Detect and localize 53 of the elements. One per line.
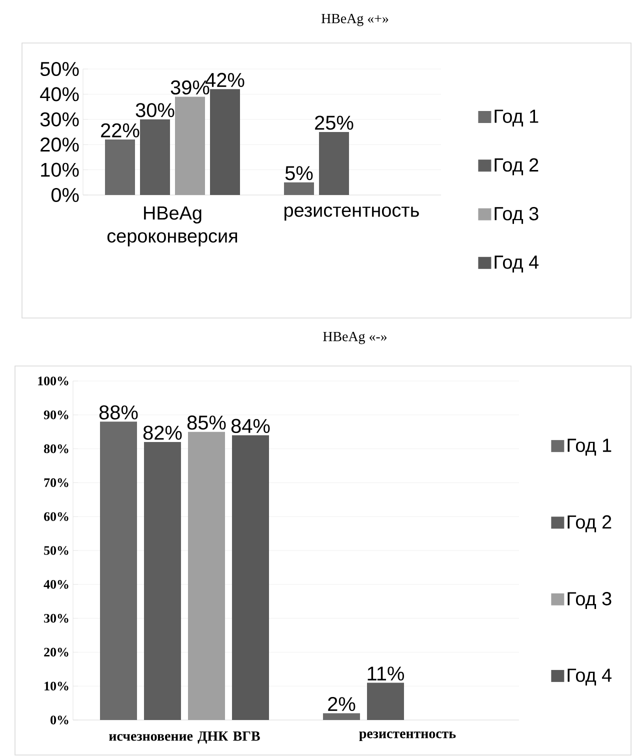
y-tick-label: 20% bbox=[44, 648, 68, 657]
data-label: 84% bbox=[231, 418, 270, 434]
x-tick-label: резистентность bbox=[359, 732, 456, 742]
x-tick-label: исчезновение ДНК ВГВ bbox=[109, 732, 260, 744]
data-label: 5% bbox=[285, 166, 313, 180]
data-label: 25% bbox=[315, 116, 354, 130]
data-label: 22% bbox=[101, 123, 140, 138]
y-tick-label: 20% bbox=[40, 138, 79, 152]
data-label: 30% bbox=[136, 103, 174, 118]
legend-label: Год 2 bbox=[494, 158, 538, 176]
data-label: 85% bbox=[187, 416, 226, 430]
data-label: 11% bbox=[368, 666, 404, 681]
y-tick-label: 30% bbox=[40, 112, 79, 126]
bar bbox=[105, 140, 135, 195]
chart-title: HBeAg «+» bbox=[321, 14, 388, 26]
x-tick-label: HBeAg сероконверсия bbox=[107, 206, 238, 246]
legend-label: Год 2 bbox=[568, 515, 612, 532]
bar bbox=[144, 442, 182, 720]
y-tick-label: 40% bbox=[40, 87, 79, 102]
y-tick-label: 10% bbox=[41, 162, 79, 177]
y-tick-label: 0% bbox=[50, 716, 68, 724]
y-tick-label: 90% bbox=[44, 410, 68, 420]
bar bbox=[323, 713, 360, 720]
y-tick-label: 70% bbox=[44, 478, 68, 488]
bar bbox=[188, 432, 226, 720]
legend-label: Год 4 bbox=[568, 668, 612, 686]
bar bbox=[284, 182, 314, 195]
legend-label: Год 3 bbox=[568, 592, 612, 609]
bar bbox=[100, 422, 137, 720]
y-tick-label: 50% bbox=[44, 546, 68, 555]
bar bbox=[367, 682, 404, 720]
y-tick-label: 80% bbox=[44, 444, 68, 454]
bar bbox=[210, 89, 240, 195]
legend-label: Год 1 bbox=[494, 110, 538, 127]
data-label: 82% bbox=[143, 426, 182, 440]
bar bbox=[140, 119, 170, 195]
chart-title: HBeAg «-» bbox=[323, 332, 387, 344]
y-tick-label: 10% bbox=[44, 682, 68, 690]
bar bbox=[319, 132, 350, 195]
bar bbox=[175, 96, 205, 195]
data-label: 88% bbox=[99, 405, 138, 420]
legend-label: Год 4 bbox=[494, 256, 539, 272]
legend-label: Год 3 bbox=[494, 206, 538, 224]
y-tick-label: 30% bbox=[44, 614, 68, 623]
y-tick-label: 50% bbox=[40, 62, 79, 76]
y-tick-label: 60% bbox=[44, 512, 68, 521]
y-tick-label: 40% bbox=[44, 580, 68, 589]
legend-label: Год 1 bbox=[568, 438, 612, 456]
x-tick-label: резистентность bbox=[284, 206, 419, 221]
y-tick-label: 0% bbox=[51, 188, 79, 202]
data-label: 2% bbox=[328, 697, 356, 712]
y-tick-label: 100% bbox=[38, 376, 68, 386]
bar bbox=[232, 435, 270, 720]
